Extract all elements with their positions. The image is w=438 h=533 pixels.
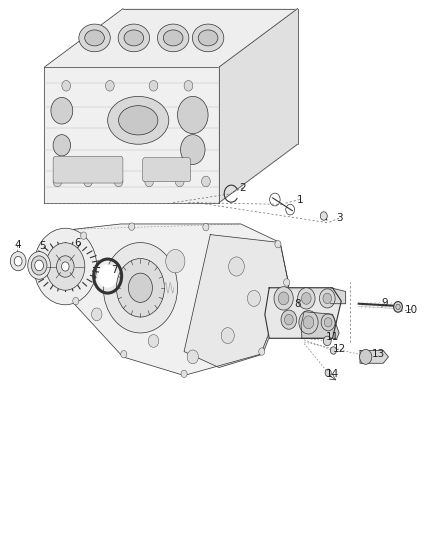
Circle shape [129, 223, 135, 230]
Circle shape [46, 243, 85, 290]
Circle shape [319, 289, 335, 308]
Text: 14: 14 [326, 369, 339, 379]
Polygon shape [276, 288, 339, 296]
Circle shape [321, 314, 335, 331]
Circle shape [247, 290, 261, 306]
Circle shape [360, 350, 372, 365]
Circle shape [323, 293, 332, 304]
Text: 11: 11 [326, 332, 339, 342]
Ellipse shape [198, 30, 218, 46]
Polygon shape [44, 67, 219, 203]
Circle shape [62, 80, 71, 91]
Circle shape [324, 318, 332, 327]
Circle shape [394, 302, 403, 312]
Circle shape [303, 316, 314, 329]
Circle shape [181, 370, 187, 377]
Circle shape [175, 176, 184, 187]
Circle shape [278, 292, 289, 305]
Text: 4: 4 [14, 240, 21, 250]
Ellipse shape [79, 24, 110, 52]
Circle shape [106, 80, 114, 91]
Polygon shape [265, 288, 341, 338]
Circle shape [103, 243, 177, 333]
Circle shape [53, 176, 62, 187]
Circle shape [81, 232, 87, 239]
Ellipse shape [108, 96, 169, 144]
Circle shape [297, 288, 315, 309]
Polygon shape [219, 9, 297, 203]
Circle shape [177, 96, 208, 134]
Ellipse shape [119, 106, 158, 135]
FancyBboxPatch shape [143, 158, 191, 182]
Ellipse shape [124, 30, 144, 46]
Circle shape [148, 335, 159, 348]
Text: 3: 3 [336, 213, 343, 223]
Polygon shape [301, 312, 339, 338]
Circle shape [274, 287, 293, 310]
Circle shape [203, 223, 209, 231]
Circle shape [73, 297, 79, 305]
Circle shape [149, 80, 158, 91]
Ellipse shape [157, 24, 189, 52]
Circle shape [180, 135, 205, 165]
Circle shape [57, 256, 74, 277]
Circle shape [187, 350, 198, 364]
Text: 10: 10 [405, 304, 418, 314]
Text: 2: 2 [240, 183, 246, 193]
Circle shape [281, 310, 297, 329]
Circle shape [62, 262, 69, 271]
Text: 12: 12 [332, 344, 346, 354]
Ellipse shape [118, 24, 150, 52]
Circle shape [121, 351, 127, 358]
Circle shape [11, 252, 26, 271]
Circle shape [31, 256, 47, 275]
Circle shape [285, 314, 293, 325]
Circle shape [35, 260, 43, 271]
Circle shape [98, 264, 117, 288]
Ellipse shape [85, 30, 104, 46]
Polygon shape [74, 224, 289, 375]
Circle shape [114, 176, 123, 187]
Circle shape [301, 293, 311, 304]
Circle shape [221, 328, 234, 344]
Text: 5: 5 [39, 241, 46, 251]
Circle shape [184, 80, 193, 91]
Circle shape [396, 304, 400, 310]
Circle shape [34, 228, 97, 305]
Ellipse shape [163, 30, 183, 46]
Circle shape [323, 336, 331, 346]
Circle shape [259, 348, 265, 356]
Polygon shape [184, 235, 289, 368]
Ellipse shape [192, 24, 224, 52]
Polygon shape [360, 351, 389, 364]
Text: 13: 13 [372, 349, 385, 359]
Circle shape [299, 311, 318, 334]
Circle shape [320, 212, 327, 220]
Circle shape [325, 369, 331, 376]
Circle shape [284, 279, 290, 286]
Circle shape [28, 252, 50, 279]
Circle shape [166, 249, 185, 273]
Circle shape [201, 176, 210, 187]
Polygon shape [330, 288, 346, 304]
Circle shape [53, 135, 71, 156]
Text: 9: 9 [381, 297, 388, 308]
Text: 1: 1 [297, 195, 303, 205]
FancyBboxPatch shape [53, 157, 123, 183]
Circle shape [92, 308, 102, 321]
Polygon shape [44, 9, 297, 67]
Circle shape [330, 347, 336, 354]
Text: 8: 8 [294, 298, 301, 309]
Text: 6: 6 [74, 238, 81, 247]
Text: 7: 7 [111, 265, 117, 274]
Circle shape [275, 240, 281, 248]
Circle shape [117, 259, 164, 317]
Circle shape [84, 176, 92, 187]
Circle shape [51, 98, 73, 124]
Circle shape [229, 257, 244, 276]
Circle shape [14, 256, 22, 266]
Circle shape [128, 273, 152, 302]
Circle shape [145, 176, 153, 187]
